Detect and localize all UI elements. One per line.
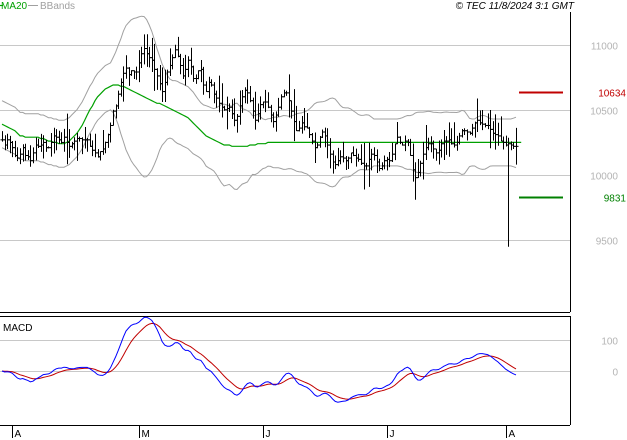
macd-y-tick-label: 0 [612, 368, 618, 379]
price-levels: 10634 9831 [519, 89, 626, 205]
x-tick-label: A [15, 429, 22, 440]
legend-bbands-label: BBands [40, 1, 75, 12]
price-bar [514, 127, 519, 165]
price-gridlines [0, 45, 570, 241]
resistance-label: 10634 [598, 89, 626, 100]
x-tick-label: M [142, 429, 150, 440]
copyright-text: © TEC 11/8/2024 3:1 GMT [456, 1, 575, 12]
header-legend: MA20 BBands © TEC 11/8/2024 3:1 GMT [0, 1, 575, 12]
support-label: 9831 [604, 194, 627, 205]
price-y-tick-label: 10500 [590, 107, 618, 118]
macd-line [1, 316, 517, 403]
price-panel-frame [0, 12, 570, 312]
macd-y-tick-label: 100 [601, 337, 618, 348]
ma20-line [1, 84, 522, 147]
macd-signal-line [1, 322, 517, 400]
macd-title: MACD [3, 323, 32, 334]
x-tick-label: A [509, 429, 516, 440]
price-y-tick-label: 11000 [591, 42, 619, 53]
macd-lines [1, 316, 517, 403]
legend-ma20-label: MA20 [1, 1, 28, 12]
price-y-tick-label: 9500 [596, 237, 619, 248]
macd-gridlines [0, 340, 570, 372]
macd-y-axis: 100 0 [601, 337, 618, 379]
ma20-path [1, 84, 522, 147]
price-y-tick-label: 10000 [590, 172, 618, 183]
price-y-axis: 11000 10500 10000 9500 [590, 42, 618, 248]
price-bars [0, 34, 519, 247]
price-panel: 10634 9831 11000 10500 10000 9500 [0, 12, 626, 313]
bband-lower-line [1, 109, 517, 191]
x-tick-label: J [390, 429, 395, 440]
macd-panel: MACD 100 0 [0, 316, 618, 425]
x-tick-label: J [266, 429, 271, 440]
